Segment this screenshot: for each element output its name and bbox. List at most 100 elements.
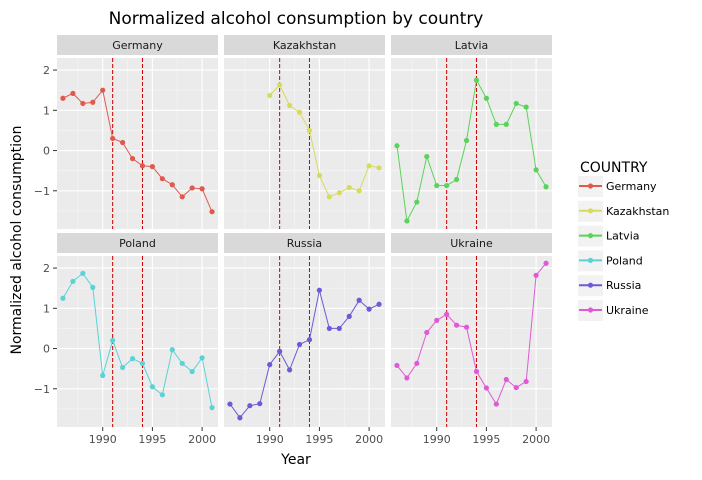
- data-point-kazakhstan: [366, 163, 372, 169]
- data-point-russia: [366, 306, 372, 312]
- legend-item-ukraine: Ukraine: [578, 300, 649, 321]
- data-point-latvia: [434, 182, 440, 189]
- data-point-latvia: [473, 77, 480, 83]
- data-point-germany: [119, 139, 126, 146]
- data-point-germany: [129, 155, 136, 162]
- data-point-poland: [139, 360, 146, 367]
- data-point-poland: [129, 356, 136, 362]
- legend-marker-latvia: [587, 233, 594, 239]
- legend-marker-ukraine: [587, 307, 594, 313]
- legend-marker-russia: [587, 282, 594, 288]
- data-point-germany: [209, 209, 215, 215]
- data-point-kazakhstan: [286, 102, 293, 109]
- data-point-germany: [169, 182, 175, 188]
- data-point-kazakhstan: [346, 184, 352, 191]
- legend-marker-poland: [587, 257, 594, 263]
- panel-background-germany: [57, 58, 218, 229]
- data-point-ukraine: [424, 329, 430, 336]
- facet-panel-kazakhstan: Kazakhstan: [224, 35, 385, 229]
- y-tick-label: 1: [43, 302, 50, 315]
- strip-label-russia: Russia: [287, 237, 322, 250]
- data-point-ukraine: [503, 376, 509, 383]
- data-point-russia: [376, 301, 382, 307]
- x-tick-label: 1990: [256, 433, 284, 446]
- data-point-germany: [110, 135, 116, 142]
- strip-label-germany: Germany: [112, 39, 163, 52]
- x-tick-label: 1995: [138, 433, 166, 446]
- data-point-russia: [306, 337, 313, 343]
- data-point-russia: [356, 297, 362, 303]
- data-point-latvia: [503, 121, 509, 127]
- data-point-ukraine: [483, 385, 490, 391]
- data-point-germany: [159, 176, 165, 182]
- strip-russia: [224, 233, 385, 253]
- series-line-germany: [62, 89, 213, 212]
- facet-panel-ukraine: Ukraine 1990 1995 2000: [391, 233, 552, 446]
- strip-label-poland: Poland: [119, 237, 156, 250]
- y-tick-label: 0: [43, 343, 50, 356]
- legend: COUNTRY Germany Kazakhstan Latvia Poland Rus…: [578, 160, 669, 321]
- data-point-latvia: [404, 218, 410, 224]
- y-tick-label: −1: [34, 185, 50, 198]
- data-point-poland: [199, 355, 205, 361]
- data-point-latvia: [424, 153, 430, 160]
- data-point-germany: [149, 164, 156, 170]
- x-tick-label: 2000: [522, 433, 550, 446]
- data-point-russia: [336, 325, 342, 332]
- data-point-poland: [90, 284, 96, 290]
- data-point-russia: [247, 403, 253, 409]
- x-tick-label: 1995: [305, 433, 333, 446]
- data-point-russia: [267, 362, 273, 368]
- data-point-russia: [326, 325, 332, 332]
- panel-background-kazakhstan: [224, 58, 385, 229]
- strip-poland: [57, 233, 218, 253]
- data-point-ukraine: [444, 311, 450, 317]
- y-tick-label: −1: [34, 383, 50, 396]
- legend-item-germany: Germany: [578, 176, 657, 197]
- data-point-russia: [277, 348, 283, 354]
- data-point-poland: [169, 347, 175, 353]
- y-tick-label: 0: [43, 145, 50, 158]
- data-point-ukraine: [493, 401, 499, 407]
- series-line-poland: [62, 272, 213, 408]
- data-point-poland: [100, 372, 106, 379]
- y-axis-label: Normalized alcohol consumption: [9, 126, 25, 355]
- data-point-latvia: [523, 104, 529, 110]
- data-point-germany: [100, 87, 106, 93]
- data-point-ukraine: [414, 360, 420, 367]
- x-tick-label: 1990: [89, 433, 117, 446]
- strip-kazakhstan: [224, 35, 385, 55]
- data-point-poland: [110, 337, 116, 344]
- data-point-ukraine: [404, 375, 410, 381]
- x-axis-label: Year: [280, 452, 311, 468]
- data-point-latvia: [444, 182, 450, 189]
- data-point-latvia: [493, 121, 499, 127]
- legend-item-latvia: Latvia: [578, 225, 640, 247]
- panel-background-russia: [224, 256, 385, 427]
- y-tick-label: 2: [43, 64, 50, 77]
- panel-background-ukraine: [391, 256, 552, 427]
- data-point-kazakhstan: [296, 109, 303, 115]
- data-point-ukraine: [523, 378, 529, 385]
- data-point-ukraine: [434, 317, 440, 323]
- chart-title: Normalized alcohol consumption by countr…: [109, 9, 484, 29]
- data-point-latvia: [453, 176, 460, 183]
- strip-ukraine: [391, 233, 552, 253]
- data-point-ukraine: [513, 384, 519, 391]
- strip-label-latvia: Latvia: [455, 39, 489, 52]
- facet-panel-latvia: Latvia: [391, 35, 552, 229]
- strip-label-kazakhstan: Kazakhstan: [273, 39, 336, 52]
- data-point-kazakhstan: [336, 190, 342, 196]
- data-point-latvia: [513, 100, 519, 107]
- facet-panel-germany: Germany −1 0 1 2: [34, 35, 218, 229]
- y-tick-label: 1: [43, 104, 50, 117]
- data-point-germany: [90, 99, 96, 105]
- data-point-latvia: [414, 199, 420, 205]
- series-line-kazakhstan: [269, 84, 380, 198]
- legend-title: COUNTRY: [580, 160, 648, 176]
- data-point-ukraine: [453, 322, 460, 328]
- data-point-kazakhstan: [267, 92, 273, 99]
- data-point-russia: [316, 287, 323, 293]
- data-point-poland: [80, 270, 86, 276]
